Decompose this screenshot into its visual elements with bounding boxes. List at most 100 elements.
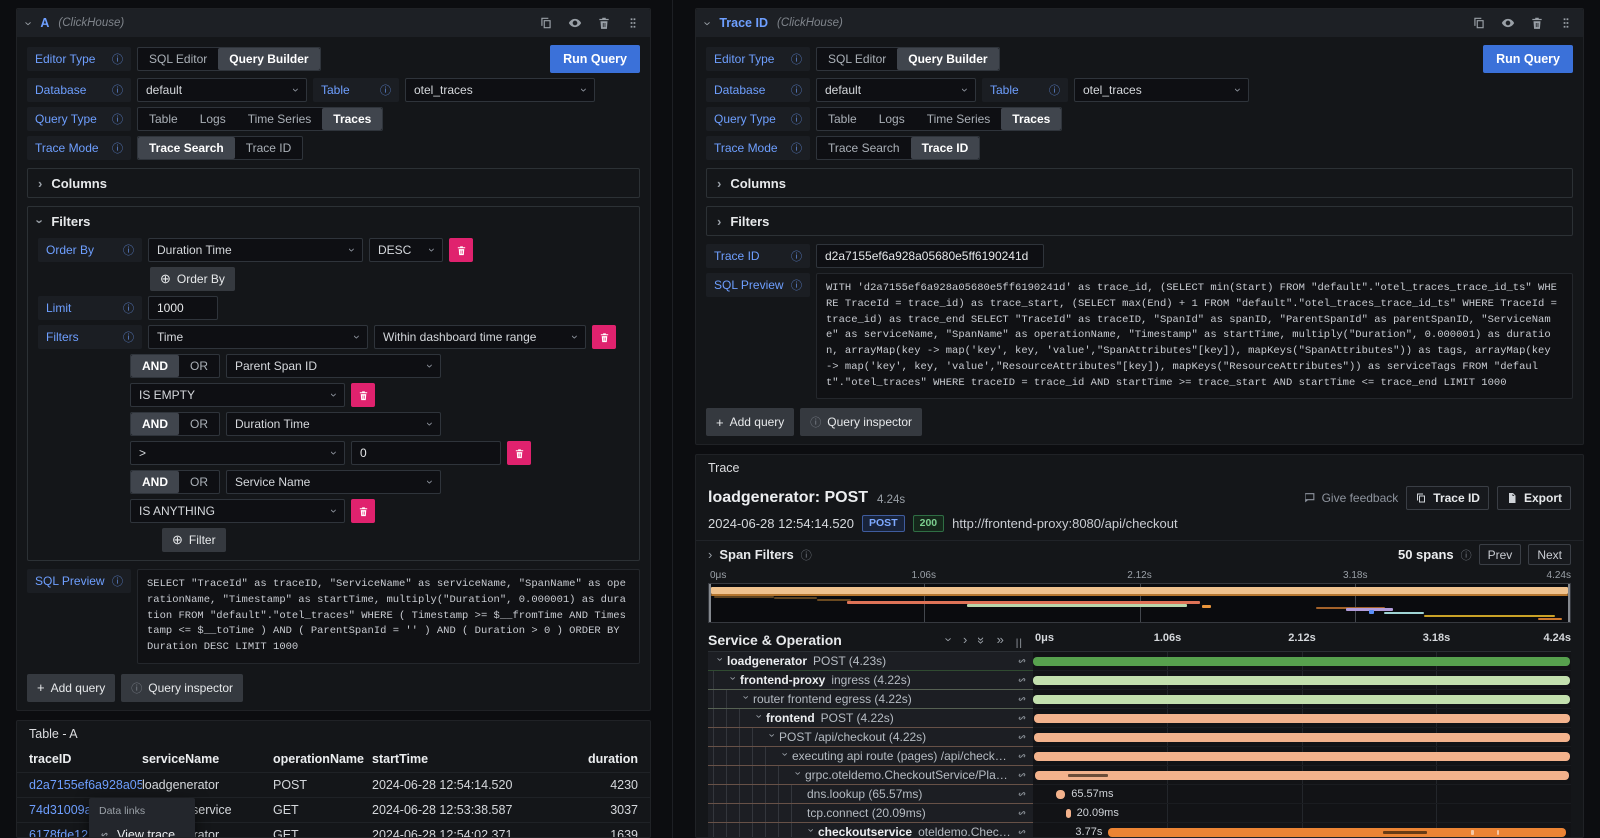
info-icon[interactable]: ⓘ xyxy=(123,332,134,344)
run-query-button[interactable]: Run Query xyxy=(550,45,640,73)
trace-id-link[interactable]: 6178fde1214bc... xyxy=(29,827,126,838)
query-type-table[interactable]: Table xyxy=(149,112,178,126)
query-type-traces[interactable]: Traces xyxy=(322,108,383,130)
span-bar[interactable] xyxy=(1033,714,1570,724)
query-type-logs[interactable]: Logs xyxy=(878,112,905,126)
info-icon[interactable]: ⓘ xyxy=(112,576,123,588)
and-option[interactable]: AND xyxy=(131,413,179,435)
info-icon[interactable]: ⓘ xyxy=(791,251,802,263)
span-bar[interactable] xyxy=(1108,828,1566,837)
span-bar[interactable] xyxy=(1034,771,1570,781)
column-header-servicename[interactable]: serviceName xyxy=(142,752,220,767)
view-trace-link[interactable]: View trace xyxy=(99,823,185,837)
filter-value-input[interactable] xyxy=(351,441,501,465)
span-filters-title[interactable]: Span Filters xyxy=(719,547,794,563)
trace-id-option[interactable]: Trace ID xyxy=(910,137,980,159)
span-bar[interactable] xyxy=(1066,809,1071,819)
remove-filter-button[interactable] xyxy=(351,499,375,523)
export-button[interactable]: Export xyxy=(1496,485,1571,510)
or-option[interactable]: OR xyxy=(190,359,208,373)
column-resize-handle[interactable]: || xyxy=(1015,638,1023,650)
column-header-operationname[interactable]: operationName xyxy=(273,752,364,767)
columns-section-header[interactable]: › Columns xyxy=(38,172,629,194)
span-bar[interactable] xyxy=(1033,695,1570,705)
query-builder-option[interactable]: Query Builder xyxy=(897,48,999,70)
query-type-timeseries[interactable]: Time Series xyxy=(926,112,991,126)
remove-order-by-button[interactable] xyxy=(449,238,473,262)
query-row-header-a[interactable]: › A (ClickHouse) xyxy=(17,9,650,37)
span-link-icon[interactable] xyxy=(1016,693,1028,705)
info-icon[interactable]: ⓘ xyxy=(1049,85,1060,97)
column-header-traceid[interactable]: traceID xyxy=(29,752,72,767)
hide-response-icon[interactable] xyxy=(1501,16,1515,30)
span-link-icon[interactable] xyxy=(1016,788,1028,800)
query-type-logs[interactable]: Logs xyxy=(199,112,226,126)
minimap-canvas[interactable] xyxy=(708,583,1571,624)
and-option[interactable]: AND xyxy=(131,355,179,377)
span-link-icon[interactable] xyxy=(1016,655,1028,667)
span-row[interactable]: ›checkoutservice oteldemo.CheckoutService… xyxy=(708,823,1571,837)
remove-filter-button[interactable] xyxy=(507,441,531,465)
filter-operator-select[interactable]: IS EMPTY › xyxy=(130,383,345,407)
query-type-traces[interactable]: Traces xyxy=(1001,108,1062,130)
span-link-icon[interactable] xyxy=(1016,731,1028,743)
filter-field-select[interactable]: Service Name › xyxy=(226,470,441,494)
span-link-icon[interactable] xyxy=(1016,826,1028,837)
chevron-down-icon[interactable]: › xyxy=(791,771,804,776)
query-inspector-button[interactable]: ⓘ Query inspector xyxy=(121,673,243,702)
duplicate-icon[interactable] xyxy=(539,16,553,30)
span-bar[interactable] xyxy=(1033,657,1570,667)
collapse-one-icon[interactable]: › xyxy=(941,637,957,642)
chevron-down-icon[interactable]: › xyxy=(700,20,716,26)
add-order-by-button[interactable]: ⊕ Order By xyxy=(150,267,235,291)
span-row[interactable]: › frontend POST (4.22s) xyxy=(708,709,1571,729)
span-row[interactable]: dns.lookup (65.57ms) 65.57ms xyxy=(708,785,1571,805)
give-feedback-link[interactable]: Give feedback xyxy=(1303,491,1398,505)
span-row[interactable]: › executing api route (pages) /api/checko… xyxy=(708,747,1571,767)
order-by-direction-select[interactable]: DESC › xyxy=(369,238,443,262)
chevron-down-icon[interactable]: › xyxy=(739,695,752,700)
duplicate-icon[interactable] xyxy=(1472,16,1486,30)
chevron-down-icon[interactable]: › xyxy=(726,676,739,681)
trace-id-input[interactable] xyxy=(816,244,1044,268)
filters-section-header[interactable]: › Filters xyxy=(717,210,1562,232)
filter-field-select[interactable]: Parent Span ID › xyxy=(226,354,441,378)
drag-handle-icon[interactable] xyxy=(1559,16,1573,30)
span-row[interactable]: › loadgenerator POST (4.23s) xyxy=(708,652,1571,672)
minimap-left-handle[interactable] xyxy=(709,584,711,623)
span-bar[interactable] xyxy=(1056,790,1066,800)
expand-all-icon[interactable]: » xyxy=(996,632,1004,648)
span-link-icon[interactable] xyxy=(1016,769,1028,781)
remove-query-icon[interactable] xyxy=(1530,16,1544,30)
column-header-duration[interactable]: duration xyxy=(588,752,638,767)
order-by-field-select[interactable]: Duration Time › xyxy=(148,238,363,262)
add-filter-button[interactable]: ⊕ Filter xyxy=(162,528,226,552)
or-option[interactable]: OR xyxy=(190,475,208,489)
sql-editor-option[interactable]: SQL Editor xyxy=(149,52,208,66)
chevron-down-icon[interactable]: › xyxy=(804,828,817,833)
info-icon[interactable]: ⓘ xyxy=(112,114,123,126)
trace-search-option[interactable]: Trace Search xyxy=(138,137,235,159)
trace-search-option[interactable]: Trace Search xyxy=(828,141,900,155)
chevron-down-icon[interactable]: › xyxy=(765,733,778,738)
database-select[interactable]: default › xyxy=(816,78,976,102)
limit-input[interactable] xyxy=(148,296,218,320)
trace-id-link[interactable]: d2a7155ef6a928a05... xyxy=(29,777,142,792)
info-icon[interactable]: ⓘ xyxy=(123,303,134,315)
trace-id-option[interactable]: Trace ID xyxy=(245,141,292,155)
info-icon[interactable]: ⓘ xyxy=(380,85,391,97)
query-builder-option[interactable]: Query Builder xyxy=(218,48,320,70)
filters-section-header[interactable]: › Filters xyxy=(33,210,629,232)
span-link-icon[interactable] xyxy=(1016,674,1028,686)
query-inspector-button[interactable]: ⓘ Query inspector xyxy=(800,408,922,437)
columns-section-header[interactable]: › Columns xyxy=(717,172,1562,194)
span-row[interactable]: › router frontend egress (4.22s) xyxy=(708,690,1571,710)
chevron-down-icon[interactable]: › xyxy=(21,20,37,26)
query-row-header-traceid[interactable]: › Trace ID (ClickHouse) xyxy=(696,9,1583,37)
info-icon[interactable]: ⓘ xyxy=(123,245,134,257)
filter-operator-select[interactable]: Within dashboard time range › xyxy=(374,325,586,349)
query-type-timeseries[interactable]: Time Series xyxy=(247,112,312,126)
filter-operator-select[interactable]: > › xyxy=(130,441,345,465)
span-link-icon[interactable] xyxy=(1016,807,1028,819)
span-row[interactable]: › POST /api/checkout (4.22s) xyxy=(708,728,1571,748)
